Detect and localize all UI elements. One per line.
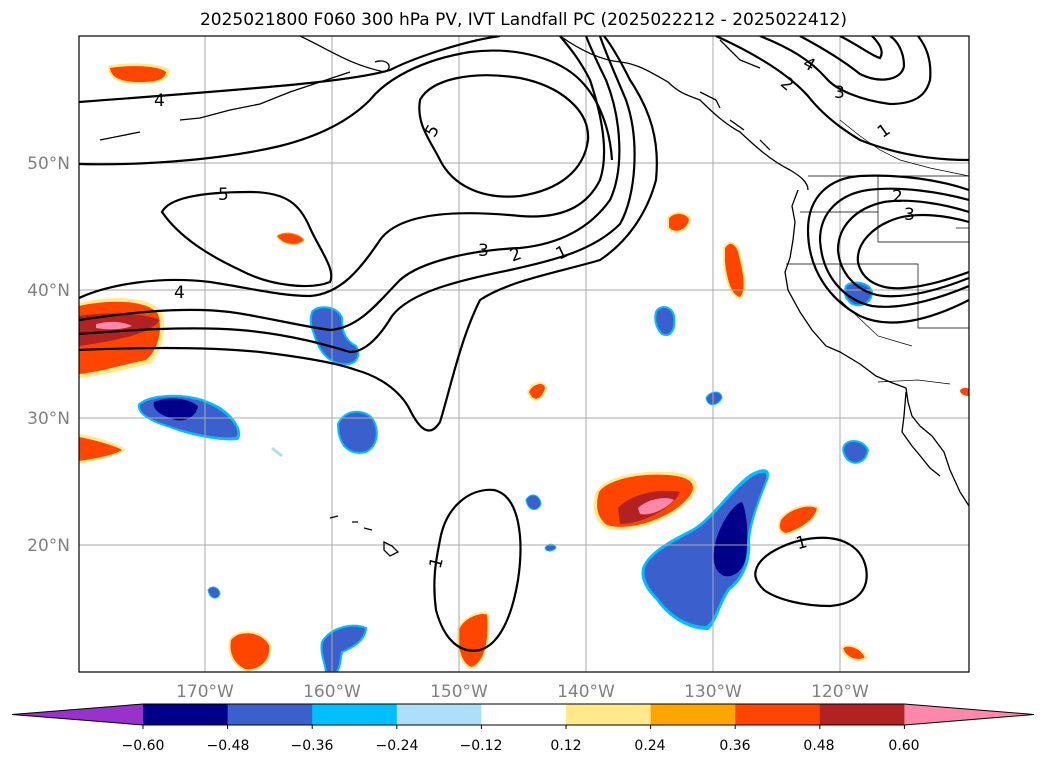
pc-fill-layer (79, 63, 969, 672)
colorbar-segment (566, 704, 652, 725)
lon-label-150w: 150°W (430, 682, 488, 702)
lon-label-170w: 170°W (176, 682, 234, 702)
positive-anomaly-left-edge-30n (79, 434, 126, 464)
colorbar-segment (481, 704, 567, 725)
lon-label-140w: 140°W (557, 682, 615, 702)
colorbar-segment (312, 704, 398, 725)
lon-label-120w: 120°W (811, 682, 869, 702)
contour-label-3-northeast: 3 (834, 83, 845, 103)
colorbar-segment (735, 704, 821, 725)
contour-label-5-west: 5 (218, 185, 229, 205)
plot-frame (78, 35, 970, 673)
colorbar-tick: 0.36 (719, 738, 750, 754)
longitude-labels: 170°W 160°W 150°W 140°W 130°W 120°W (176, 682, 869, 702)
positive-anomaly-topleft (108, 63, 170, 84)
colorbar: −0.60 −0.48 −0.36 −0.24 −0.12 0.12 0.24 … (11, 703, 1035, 754)
colorbar-segment (396, 704, 482, 725)
lon-label-130w: 130°W (684, 682, 742, 702)
contour-label-3-east: 3 (904, 205, 915, 225)
colorbar-extension-high (904, 704, 1034, 725)
colorbar-segments (11, 703, 1035, 729)
contour-label-4-north: 4 (154, 91, 165, 111)
lat-label-30n: 30°N (27, 409, 70, 429)
colorbar-segment (143, 704, 229, 725)
colorbar-tick: −0.24 (376, 738, 419, 754)
colorbar-tick: 0.48 (803, 738, 834, 754)
contour-label-4-west: 4 (174, 283, 185, 303)
pv-contours (79, 36, 969, 652)
colorbar-tick-labels: −0.60 −0.48 −0.36 −0.24 −0.12 0.12 0.24 … (122, 738, 920, 754)
colorbar-tick: 0.12 (550, 738, 581, 754)
contour-label-1-southeast: 1 (794, 532, 810, 554)
colorbar-tick: −0.12 (460, 738, 503, 754)
lon-label-160w: 160°W (303, 682, 361, 702)
lat-label-20n: 20°N (27, 536, 70, 556)
contour-label-1-south: 1 (426, 555, 448, 571)
lat-label-40n: 40°N (27, 281, 70, 301)
colorbar-tick: 0.60 (888, 738, 919, 754)
colorbar-tick: −0.48 (207, 738, 250, 754)
map-title: 2025021800 F060 300 hPa PV, IVT Landfall… (199, 10, 847, 30)
plot-area (79, 36, 969, 672)
colorbar-segment (650, 704, 736, 725)
colorbar-segment (819, 704, 905, 725)
contour-label-3-central: 3 (478, 241, 489, 261)
latitude-labels: 50°N 40°N 30°N 20°N (27, 154, 70, 556)
colorbar-extension-low (12, 704, 143, 725)
colorbar-tick: −0.36 (291, 738, 334, 754)
colorbar-tick: −0.60 (122, 738, 165, 754)
colorbar-tick: 0.24 (634, 738, 665, 754)
negative-anomaly-20n-central (641, 469, 770, 630)
contour-label-2-east: 2 (892, 187, 903, 207)
lat-label-50n: 50°N (27, 154, 70, 174)
graticule (79, 36, 969, 672)
colorbar-segment (227, 704, 313, 725)
